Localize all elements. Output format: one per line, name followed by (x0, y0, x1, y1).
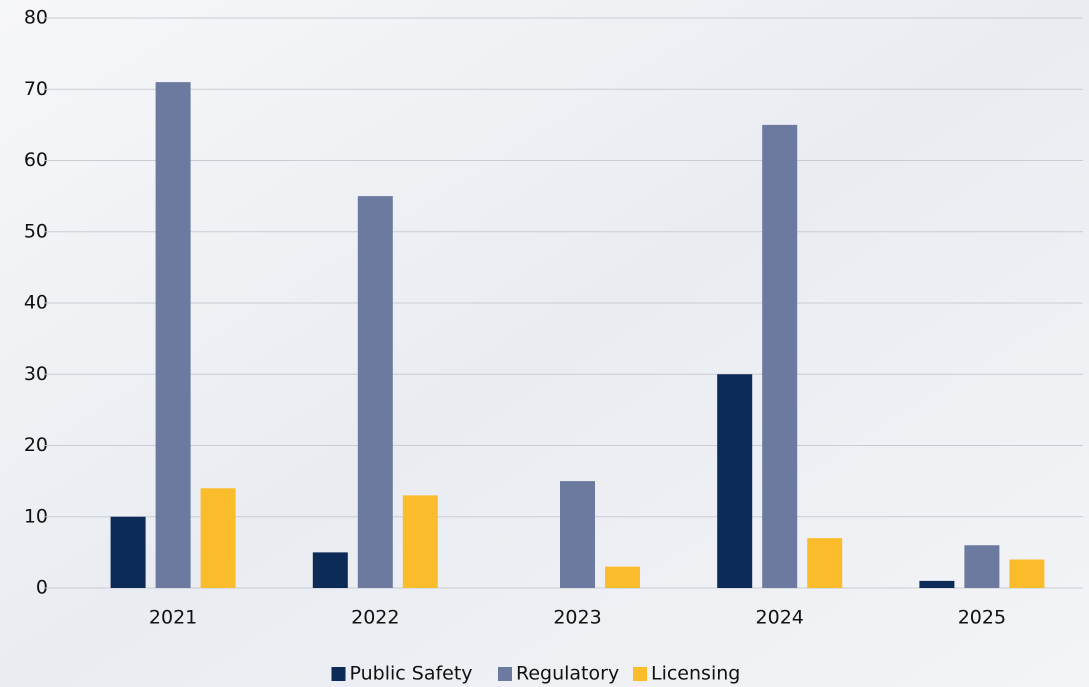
bar (605, 566, 640, 588)
bar (200, 488, 236, 588)
bar (1009, 559, 1045, 588)
bar (919, 580, 955, 588)
y-tick-label: 10 (24, 505, 48, 527)
y-tick-label: 20 (24, 434, 48, 456)
bar (807, 538, 843, 588)
x-tick-label: 2023 (553, 607, 601, 629)
legend-label: Public Safety (350, 663, 473, 685)
y-tick-label: 80 (24, 7, 48, 29)
bar (964, 545, 1000, 588)
legend-label: Licensing (651, 663, 740, 685)
x-tick-label: 2025 (958, 607, 1006, 629)
bar (312, 552, 348, 588)
y-tick-label: 40 (24, 292, 48, 314)
y-tick-label: 70 (24, 78, 48, 100)
y-tick-label: 50 (24, 220, 48, 242)
bar (110, 516, 146, 588)
legend-swatch (498, 667, 512, 681)
legend-label: Regulatory (516, 663, 619, 685)
y-tick-label: 0 (36, 577, 48, 599)
x-tick-label: 2021 (149, 607, 197, 629)
x-tick-label: 2024 (756, 607, 804, 629)
bar (717, 374, 753, 588)
legend-swatch (331, 667, 346, 681)
y-tick-label: 30 (24, 363, 48, 385)
bar (402, 495, 438, 588)
bar (357, 196, 393, 588)
bar (155, 82, 191, 588)
y-tick-label: 60 (24, 149, 48, 171)
bar (762, 124, 798, 588)
legend-swatch (633, 667, 647, 681)
x-tick-label: 2022 (351, 607, 399, 629)
bar (560, 481, 595, 588)
